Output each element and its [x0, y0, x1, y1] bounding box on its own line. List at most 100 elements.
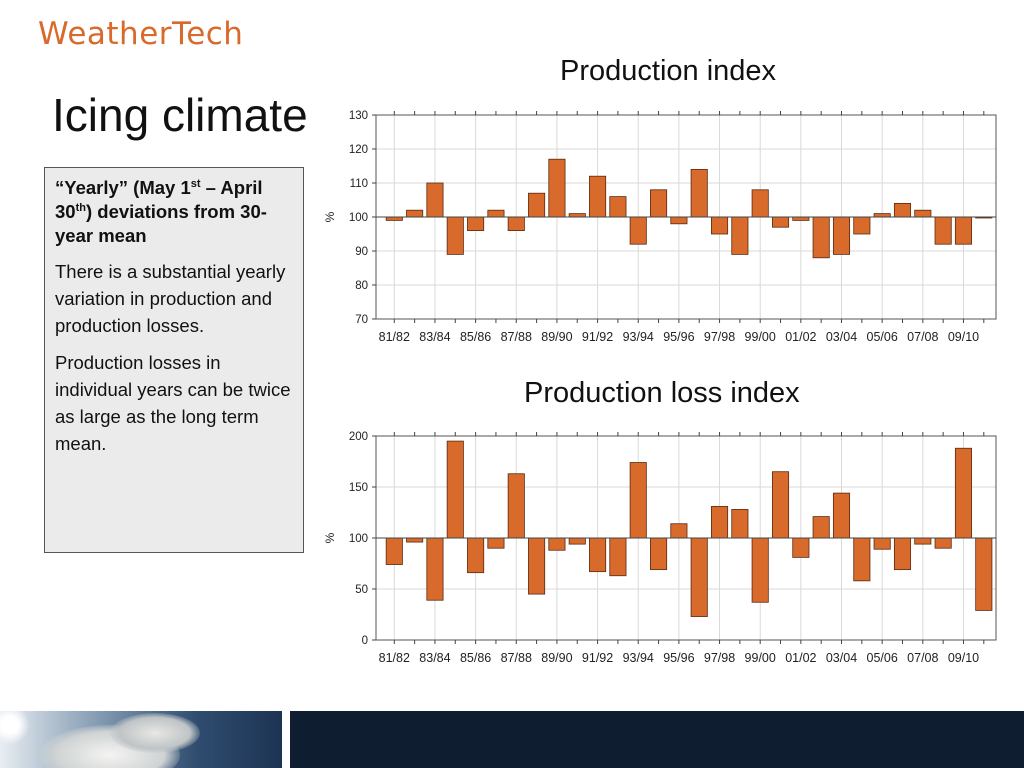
prod-bar-99/00 — [751, 189, 769, 218]
prod-bar-88/89 — [528, 192, 546, 218]
loss-ylabel: % — [323, 532, 337, 543]
loss-xtick-label: 03/04 — [826, 651, 857, 665]
loss-bar-89/90 — [548, 537, 566, 551]
prod-ytick-label: 100 — [349, 212, 368, 224]
prod-xtick-label: 91/92 — [582, 330, 613, 344]
loss-ytick-label: 200 — [349, 431, 368, 443]
prod-xtick-label: 83/84 — [419, 330, 450, 344]
prod-xtick-label: 03/04 — [826, 330, 857, 344]
prod-bar-05/06 — [873, 213, 891, 218]
prod-bar-84/85 — [446, 216, 464, 255]
prod-bar-93/94 — [629, 216, 647, 245]
loss-bar-05/06 — [873, 537, 891, 550]
prod-ylabel: % — [323, 211, 337, 222]
loss-bar-09/10 — [954, 447, 973, 539]
footer-bar — [290, 711, 1024, 768]
loss-xtick-label: 97/98 — [704, 651, 735, 665]
loss-xtick-label: 89/90 — [541, 651, 572, 665]
loss-ytick-label: 150 — [349, 482, 368, 494]
loss-bar-96/97 — [690, 537, 708, 617]
loss-bar-87/88 — [507, 473, 525, 539]
loss-bar-95/96 — [670, 523, 688, 539]
prod-xtick-label: 95/96 — [663, 330, 694, 344]
prod-bar-82/83 — [406, 209, 424, 218]
loss-xtick-label: 87/88 — [501, 651, 532, 665]
loss-xtick-label: 83/84 — [419, 651, 450, 665]
loss-bar-84/85 — [446, 440, 464, 539]
loss-xtick-label: 99/00 — [745, 651, 776, 665]
prod-ytick-label: 130 — [349, 110, 368, 122]
loss-xtick-label: 09/10 — [948, 651, 979, 665]
loss-xtick-label: 05/06 — [867, 651, 898, 665]
prod-xtick-label: 93/94 — [623, 330, 654, 344]
summary-paragraph-1: There is a substantial yearly variation … — [55, 261, 286, 336]
loss-bar-97/98 — [711, 505, 729, 539]
production-index-title: Production index — [560, 55, 777, 87]
loss-bar-93/94 — [629, 462, 647, 539]
prod-ytick-label: 70 — [355, 314, 368, 326]
cloud-shape — [110, 713, 200, 753]
loss-xtick-label: 93/94 — [623, 651, 654, 665]
loss-ytick-label: 50 — [355, 584, 368, 596]
prod-bar-87/88 — [507, 216, 525, 231]
prod-bar-97/98 — [711, 216, 729, 235]
summary-paragraph-2: Production losses in individual years ca… — [55, 352, 291, 454]
prod-bar-85/86 — [467, 216, 485, 231]
loss-bar-99/00 — [751, 537, 769, 603]
sun-glare — [0, 711, 30, 745]
loss-bar-91/92 — [589, 537, 607, 573]
prod-bar-86/87 — [487, 209, 505, 218]
summary-textbox: “Yearly” (May 1st – April 30th) deviatio… — [44, 167, 304, 553]
loss-bar-92/93 — [609, 537, 627, 577]
production-loss-index-title: Production loss index — [524, 377, 800, 409]
prod-bar-02/03 — [812, 216, 830, 259]
prod-bar-09/10 — [954, 216, 973, 245]
loss-bar-10/11 — [975, 537, 993, 611]
loss-bar-81/82 — [385, 537, 403, 565]
prod-bar-06/07 — [893, 202, 912, 218]
prod-bar-01/02 — [792, 216, 810, 221]
loss-bar-07/08 — [914, 537, 932, 545]
loss-bar-98/99 — [731, 509, 749, 539]
prod-xtick-label: 97/98 — [704, 330, 735, 344]
slide-title: Icing climate — [52, 89, 308, 141]
loss-bar-03/04 — [832, 492, 851, 539]
prod-ytick-label: 90 — [355, 246, 368, 258]
prod-bar-03/04 — [832, 216, 851, 255]
loss-xtick-label: 01/02 — [785, 651, 816, 665]
prod-bar-81/82 — [385, 216, 403, 221]
prod-bar-92/93 — [609, 196, 627, 218]
prod-bar-90/91 — [568, 213, 586, 218]
loss-xtick-label: 95/96 — [663, 651, 694, 665]
prod-ytick-label: 80 — [355, 280, 368, 292]
prod-bar-07/08 — [914, 209, 932, 218]
loss-bar-94/95 — [650, 537, 668, 571]
loss-bar-08/09 — [934, 537, 952, 549]
prod-bar-96/97 — [690, 168, 708, 218]
loss-ytick-label: 100 — [349, 533, 368, 545]
loss-xtick-label: 07/08 — [907, 651, 938, 665]
prod-ytick-label: 120 — [349, 144, 368, 156]
loss-bar-02/03 — [812, 516, 830, 539]
prod-bar-94/95 — [650, 189, 668, 218]
prod-xtick-label: 81/82 — [379, 330, 410, 344]
prod-bar-08/09 — [934, 216, 952, 245]
loss-bar-85/86 — [467, 537, 485, 574]
loss-bar-00/01 — [771, 471, 790, 539]
loss-bar-82/83 — [406, 537, 424, 543]
loss-bar-04/05 — [853, 537, 871, 582]
prod-bar-00/01 — [771, 216, 790, 228]
prod-ytick-label: 110 — [350, 178, 368, 190]
loss-xtick-label: 85/86 — [460, 651, 491, 665]
loss-bar-88/89 — [528, 537, 546, 595]
loss-bar-06/07 — [893, 537, 912, 571]
prod-xtick-label: 01/02 — [785, 330, 816, 344]
prod-bar-83/84 — [426, 182, 444, 218]
prod-xtick-label: 07/08 — [907, 330, 938, 344]
prod-bar-91/92 — [589, 175, 607, 218]
loss-bar-90/91 — [568, 537, 586, 545]
prod-xtick-label: 05/06 — [867, 330, 898, 344]
loss-xtick-label: 81/82 — [379, 651, 410, 665]
prod-xtick-label: 99/00 — [745, 330, 776, 344]
